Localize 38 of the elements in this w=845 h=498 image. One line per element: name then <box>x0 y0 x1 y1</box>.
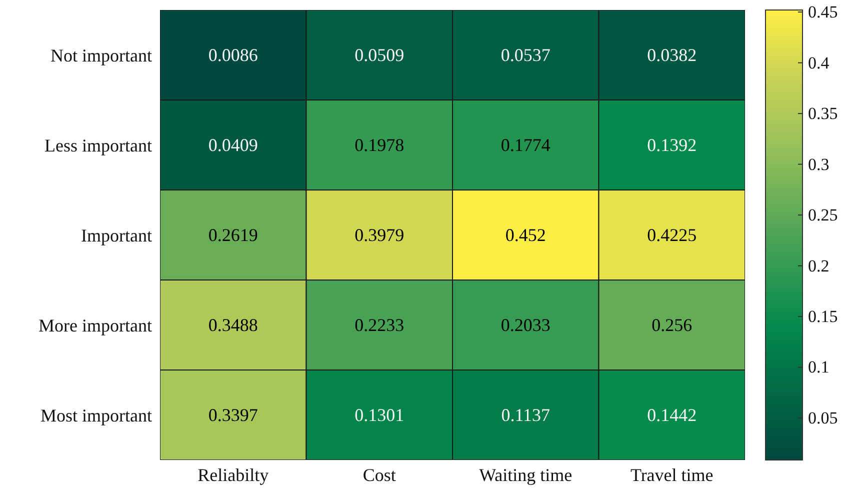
y-tick-label: Not important <box>50 45 152 66</box>
data-label: 0.0086 <box>208 45 258 65</box>
x-tick-label: Waiting time <box>479 464 572 485</box>
color-bar-label: 0.15 <box>808 306 838 326</box>
y-tick-label: More important <box>38 315 152 336</box>
data-label: 0.452 <box>505 225 546 245</box>
color-bar-label: 0.1 <box>808 358 830 377</box>
data-label: 0.256 <box>652 315 692 335</box>
data-label: 0.1442 <box>647 405 697 425</box>
data-label: 0.0382 <box>647 45 697 65</box>
color-bar-label: 0.25 <box>808 206 838 225</box>
x-tick-label: Reliabilty <box>198 464 269 485</box>
y-tick-label: Most important <box>40 405 152 426</box>
color-bar-label: 0.3 <box>808 154 830 174</box>
data-label: 0.0409 <box>208 135 258 155</box>
data-label: 0.1392 <box>647 135 697 155</box>
data-label: 0.2619 <box>208 225 258 245</box>
data-label: 0.1978 <box>354 135 404 155</box>
color-bar-label: 0.05 <box>808 408 838 428</box>
x-tick-label: Cost <box>362 464 396 485</box>
data-label: 0.3488 <box>208 315 258 335</box>
data-label: 0.4225 <box>647 225 697 245</box>
y-tick-label: Less important <box>44 135 152 156</box>
data-label: 0.2233 <box>354 315 404 335</box>
data-label: 0.3979 <box>354 225 404 245</box>
color-bar-label: 0.35 <box>808 104 838 124</box>
color-bar-label: 0.4 <box>808 53 830 72</box>
color-bar-label: 0.2 <box>808 256 830 276</box>
x-tick-label: Travel time <box>630 464 714 485</box>
data-label: 0.1137 <box>501 405 550 425</box>
y-tick-label: Important <box>81 225 152 246</box>
data-label: 0.1301 <box>354 405 404 425</box>
data-label: 0.3397 <box>208 405 258 425</box>
data-label: 0.1774 <box>500 135 550 155</box>
data-label: 0.0537 <box>500 45 550 65</box>
data-label: 0.2033 <box>500 315 550 335</box>
data-label: 0.0509 <box>354 45 404 65</box>
color-bar-label: 0.45 <box>808 2 838 22</box>
